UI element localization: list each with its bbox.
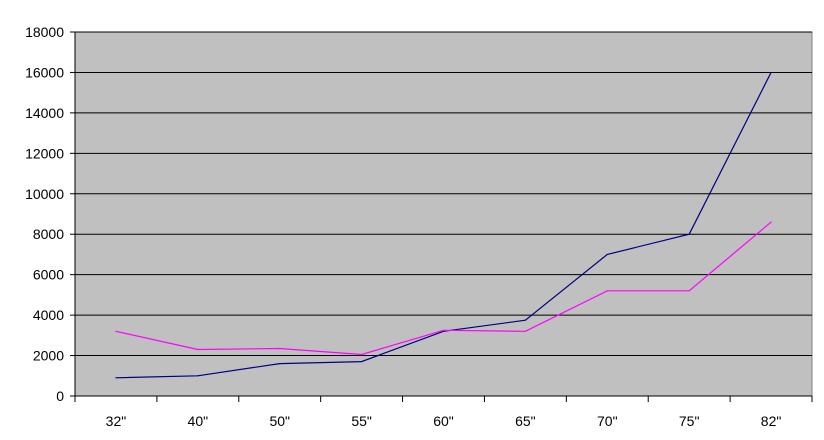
x-tick-label: 55": [351, 413, 372, 429]
y-tick-label: 0: [56, 388, 64, 404]
series-2-point: [606, 290, 608, 292]
x-tick-label: 65": [515, 413, 536, 429]
x-tick-label: 70": [597, 413, 618, 429]
series-2-point: [115, 330, 117, 332]
series-2-point: [770, 221, 772, 223]
x-tick-label: 40": [188, 413, 209, 429]
x-tick-label: 60": [433, 413, 454, 429]
x-axis-ticks: 32" 40" 50" 55" 60" 65" 70" 75" 82": [74, 396, 813, 429]
series-1-point: [770, 71, 772, 74]
gridlines: [75, 31, 812, 357]
series-2-point: [442, 329, 445, 331]
x-tick-label: 50": [269, 413, 290, 429]
series-1-point: [688, 233, 690, 235]
plot-area: [74, 31, 813, 397]
series-2-point: [524, 330, 526, 332]
y-tick-label: 8000: [33, 226, 64, 242]
y-tick-label: 14000: [25, 105, 64, 121]
series-1-point: [197, 375, 199, 377]
y-tick-label: 18000: [25, 24, 64, 40]
series-2-point: [361, 353, 363, 356]
series-1-point: [524, 319, 526, 321]
y-tick-label: 16000: [25, 64, 64, 80]
y-tick-label: 6000: [33, 267, 64, 283]
y-tick-label: 4000: [33, 307, 64, 323]
x-tick-label: 82": [761, 413, 782, 429]
y-tick-label: 2000: [33, 348, 64, 364]
series-2-point: [197, 348, 199, 351]
y-axis-ticks: 0 2000 4000 6000 8000 10000 12000 14000 16000 180…: [25, 24, 75, 404]
series-2-point: [688, 290, 690, 292]
series-1-point: [361, 361, 363, 363]
x-tick-label: 75": [679, 413, 700, 429]
series-1-point: [606, 253, 608, 256]
y-tick-label: 10000: [25, 186, 64, 202]
series-1-point: [115, 377, 117, 379]
x-tick-label: 32": [106, 413, 127, 429]
series-1-point: [279, 363, 281, 365]
y-tick-label: 12000: [25, 145, 64, 161]
series-2-point: [279, 347, 281, 350]
series-layer: [115, 71, 772, 379]
